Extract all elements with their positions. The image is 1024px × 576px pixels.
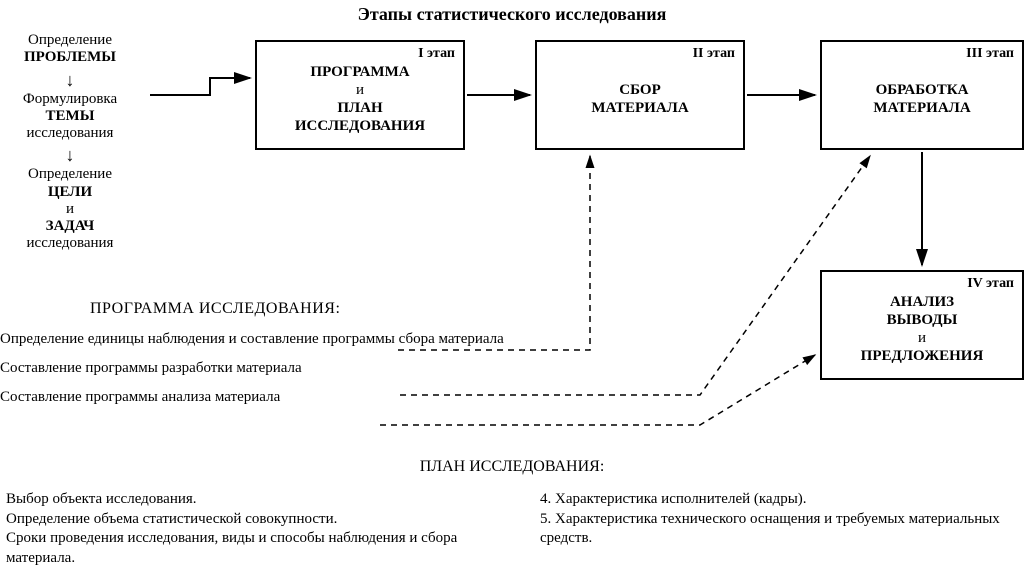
theme-block: Формулировка ТЕМЫ исследования bbox=[0, 91, 140, 143]
stage-3-box: III этап ОБРАБОТКА МАТЕРИАЛА bbox=[820, 40, 1024, 150]
text: ОБРАБОТКА bbox=[876, 81, 969, 99]
plan-item: Выбор объекта исследования. bbox=[6, 490, 506, 510]
arrow-down-icon: ↓ bbox=[0, 71, 140, 89]
stage-4-box: IV этап АНАЛИЗ ВЫВОДЫ и ПРЕДЛОЖЕНИЯ bbox=[820, 270, 1024, 380]
plan-left-column: Выбор объекта исследования. Определение … bbox=[6, 490, 506, 568]
text: ИССЛЕДОВАНИЯ bbox=[295, 117, 425, 135]
program-item-1: Определение единицы наблюдения и составл… bbox=[0, 330, 540, 349]
text: исследования bbox=[0, 235, 140, 252]
program-heading: ПРОГРАММА ИССЛЕДОВАНИЯ: bbox=[90, 300, 340, 318]
text: и bbox=[918, 329, 926, 347]
text: исследования bbox=[0, 125, 140, 142]
text: Определение bbox=[0, 166, 140, 183]
stage-4-label: IV этап bbox=[967, 276, 1014, 293]
program-item-3: Составление программы анализа материала bbox=[0, 388, 540, 407]
text: ВЫВОДЫ bbox=[887, 311, 958, 329]
text: ТЕМЫ bbox=[0, 108, 140, 125]
left-sequence: Определение ПРОБЛЕМЫ ↓ Формулировка ТЕМЫ… bbox=[0, 32, 140, 257]
plan-item: 4. Характеристика исполнителей (кадры). bbox=[540, 490, 1020, 510]
plan-item: Определение объема статистической совоку… bbox=[6, 510, 506, 530]
program-item-2: Составление программы разработки материа… bbox=[0, 359, 540, 378]
text: и bbox=[356, 81, 364, 99]
text: МАТЕРИАЛА bbox=[873, 99, 970, 117]
text: ЦЕЛИ bbox=[0, 184, 140, 201]
stage-1-label: I этап bbox=[418, 46, 455, 63]
goal-block: Определение ЦЕЛИ и ЗАДАЧ исследования bbox=[0, 166, 140, 252]
plan-right-column: 4. Характеристика исполнителей (кадры). … bbox=[540, 490, 1020, 549]
text: и bbox=[0, 201, 140, 218]
stage-3-label: III этап bbox=[966, 46, 1014, 63]
text: Формулировка bbox=[0, 91, 140, 108]
stage-1-box: I этап ПРОГРАММА и ПЛАН ИССЛЕДОВАНИЯ bbox=[255, 40, 465, 150]
text: АНАЛИЗ bbox=[890, 293, 954, 311]
dashed-line1-to-s2 bbox=[398, 156, 590, 350]
text: ПРОГРАММА bbox=[310, 63, 409, 81]
text: МАТЕРИАЛА bbox=[591, 99, 688, 117]
program-list: Определение единицы наблюдения и составл… bbox=[0, 330, 540, 416]
arrow-down-icon: ↓ bbox=[0, 146, 140, 164]
plan-item: Сроки проведения исследования, виды и сп… bbox=[6, 529, 506, 568]
stage-2-box: II этап СБОР МАТЕРИАЛА bbox=[535, 40, 745, 150]
plan-heading: ПЛАН ИССЛЕДОВАНИЯ: bbox=[0, 458, 1024, 476]
text: СБОР bbox=[619, 81, 660, 99]
problem-block: Определение ПРОБЛЕМЫ bbox=[0, 32, 140, 67]
text: ПЛАН bbox=[337, 99, 382, 117]
text: ЗАДАЧ bbox=[0, 218, 140, 235]
diagram-title: Этапы статистического исследования bbox=[0, 4, 1024, 25]
plan-item: 5. Характеристика технического оснащения… bbox=[540, 510, 1020, 549]
text: ПРЕДЛОЖЕНИЯ bbox=[861, 347, 984, 365]
text: ПРОБЛЕМЫ bbox=[0, 49, 140, 66]
text: Определение bbox=[0, 32, 140, 49]
stage-2-label: II этап bbox=[693, 46, 735, 63]
arrow-left-to-s1 bbox=[150, 78, 250, 95]
